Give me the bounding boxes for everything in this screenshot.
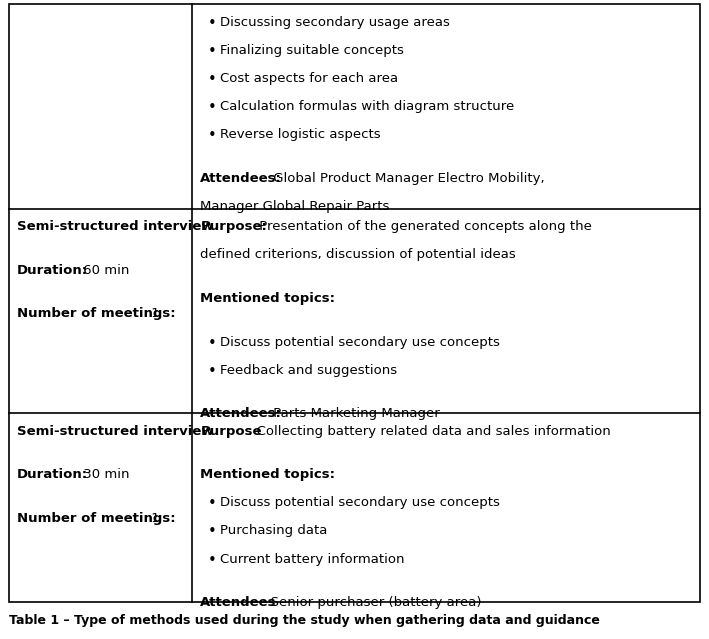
Text: 1: 1 (147, 512, 160, 525)
Text: Global Product Manager Electro Mobility,: Global Product Manager Electro Mobility, (269, 172, 545, 185)
Text: Finalizing suitable concepts: Finalizing suitable concepts (220, 44, 404, 57)
Text: Semi-structured interview: Semi-structured interview (17, 220, 213, 233)
Text: Mentioned topics:: Mentioned topics: (201, 292, 335, 305)
Text: •: • (207, 16, 216, 31)
Text: Attendees:: Attendees: (201, 172, 282, 185)
Text: •: • (207, 525, 216, 539)
Text: 60 min: 60 min (79, 264, 129, 277)
Text: Number of meetings:: Number of meetings: (17, 512, 176, 525)
Text: Cost aspects for each area: Cost aspects for each area (220, 72, 398, 85)
Text: defined criterions, discussion of potential ideas: defined criterions, discussion of potent… (201, 249, 516, 261)
Text: •: • (207, 128, 216, 143)
Text: Number of meetings:: Number of meetings: (17, 307, 176, 321)
Text: Reverse logistic aspects: Reverse logistic aspects (220, 128, 381, 141)
Text: Discussing secondary usage areas: Discussing secondary usage areas (220, 16, 450, 29)
Text: Presentation of the generated concepts along the: Presentation of the generated concepts a… (255, 220, 592, 233)
Text: Purpose:: Purpose: (201, 220, 267, 233)
Text: : Collecting battery related data and sales information: : Collecting battery related data and sa… (248, 425, 611, 438)
Text: •: • (207, 44, 216, 59)
Text: •: • (207, 100, 216, 115)
Text: 1: 1 (147, 307, 160, 321)
Text: •: • (207, 497, 216, 511)
Text: Calculation formulas with diagram structure: Calculation formulas with diagram struct… (220, 100, 515, 113)
Text: Table 1 – Type of methods used during the study when gathering data and guidance: Table 1 – Type of methods used during th… (9, 615, 599, 627)
Text: Attendees:: Attendees: (201, 407, 282, 420)
Text: Duration:: Duration: (17, 264, 88, 277)
Text: Discuss potential secondary use concepts: Discuss potential secondary use concepts (220, 497, 500, 509)
Text: •: • (207, 364, 216, 379)
Text: Attendees: Attendees (201, 596, 277, 609)
Text: Manager Global Repair Parts: Manager Global Repair Parts (201, 200, 390, 213)
Text: Current battery information: Current battery information (220, 553, 405, 566)
Text: Parts Marketing Manager: Parts Marketing Manager (269, 407, 440, 420)
Text: 30 min: 30 min (79, 468, 129, 481)
Text: Duration:: Duration: (17, 468, 88, 481)
Text: •: • (207, 72, 216, 87)
Text: •: • (207, 335, 216, 351)
Text: Feedback and suggestions: Feedback and suggestions (220, 364, 397, 377)
Text: Purchasing data: Purchasing data (220, 525, 328, 537)
Text: •: • (207, 553, 216, 567)
Text: Mentioned topics:: Mentioned topics: (201, 468, 335, 481)
Text: : Senior purchaser (battery area): : Senior purchaser (battery area) (262, 596, 481, 609)
Text: Discuss potential secondary use concepts: Discuss potential secondary use concepts (220, 335, 500, 349)
Text: Purpose: Purpose (201, 425, 262, 438)
Text: Semi-structured interview: Semi-structured interview (17, 425, 213, 438)
